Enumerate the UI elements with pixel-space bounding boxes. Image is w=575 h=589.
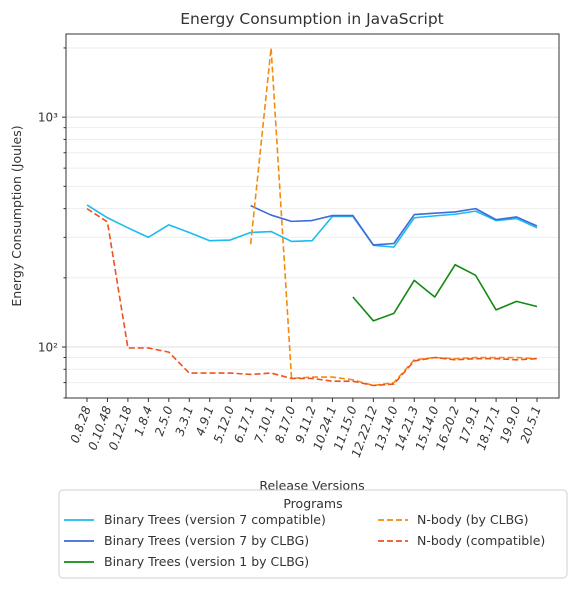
series-line [86, 204, 538, 248]
chart-title: Energy Consumption in JavaScript [180, 10, 444, 28]
legend-title: Programs [283, 496, 342, 511]
x-axis-label: Release Versions [259, 478, 364, 493]
legend-label: Binary Trees (version 1 by CLBG) [104, 554, 309, 569]
legend-label: N-body (by CLBG) [417, 512, 529, 527]
series-line [250, 204, 538, 246]
axis-layer: 10²10³0.8.280.10.480.12.181.8.42.5.03.3.… [38, 47, 544, 459]
legend: Programs Binary Trees (version 7 compati… [58, 489, 568, 579]
y-tick-label: 10³ [38, 111, 58, 125]
legend-box [58, 489, 568, 579]
legend-label: N-body (compatible) [417, 533, 545, 548]
y-axis-label: Energy Consumption (Joules) [9, 125, 24, 306]
y-tick-label: 10² [38, 341, 58, 355]
series-line [86, 207, 538, 387]
grid-layer [66, 47, 559, 399]
series-layer [86, 47, 538, 387]
series-line [249, 47, 538, 387]
series-line [352, 263, 538, 322]
legend-label: Binary Trees (version 7 compatible) [104, 512, 326, 527]
legend-items: Binary Trees (version 7 compatible) Binar… [64, 512, 545, 569]
legend-label: Binary Trees (version 7 by CLBG) [104, 533, 309, 548]
